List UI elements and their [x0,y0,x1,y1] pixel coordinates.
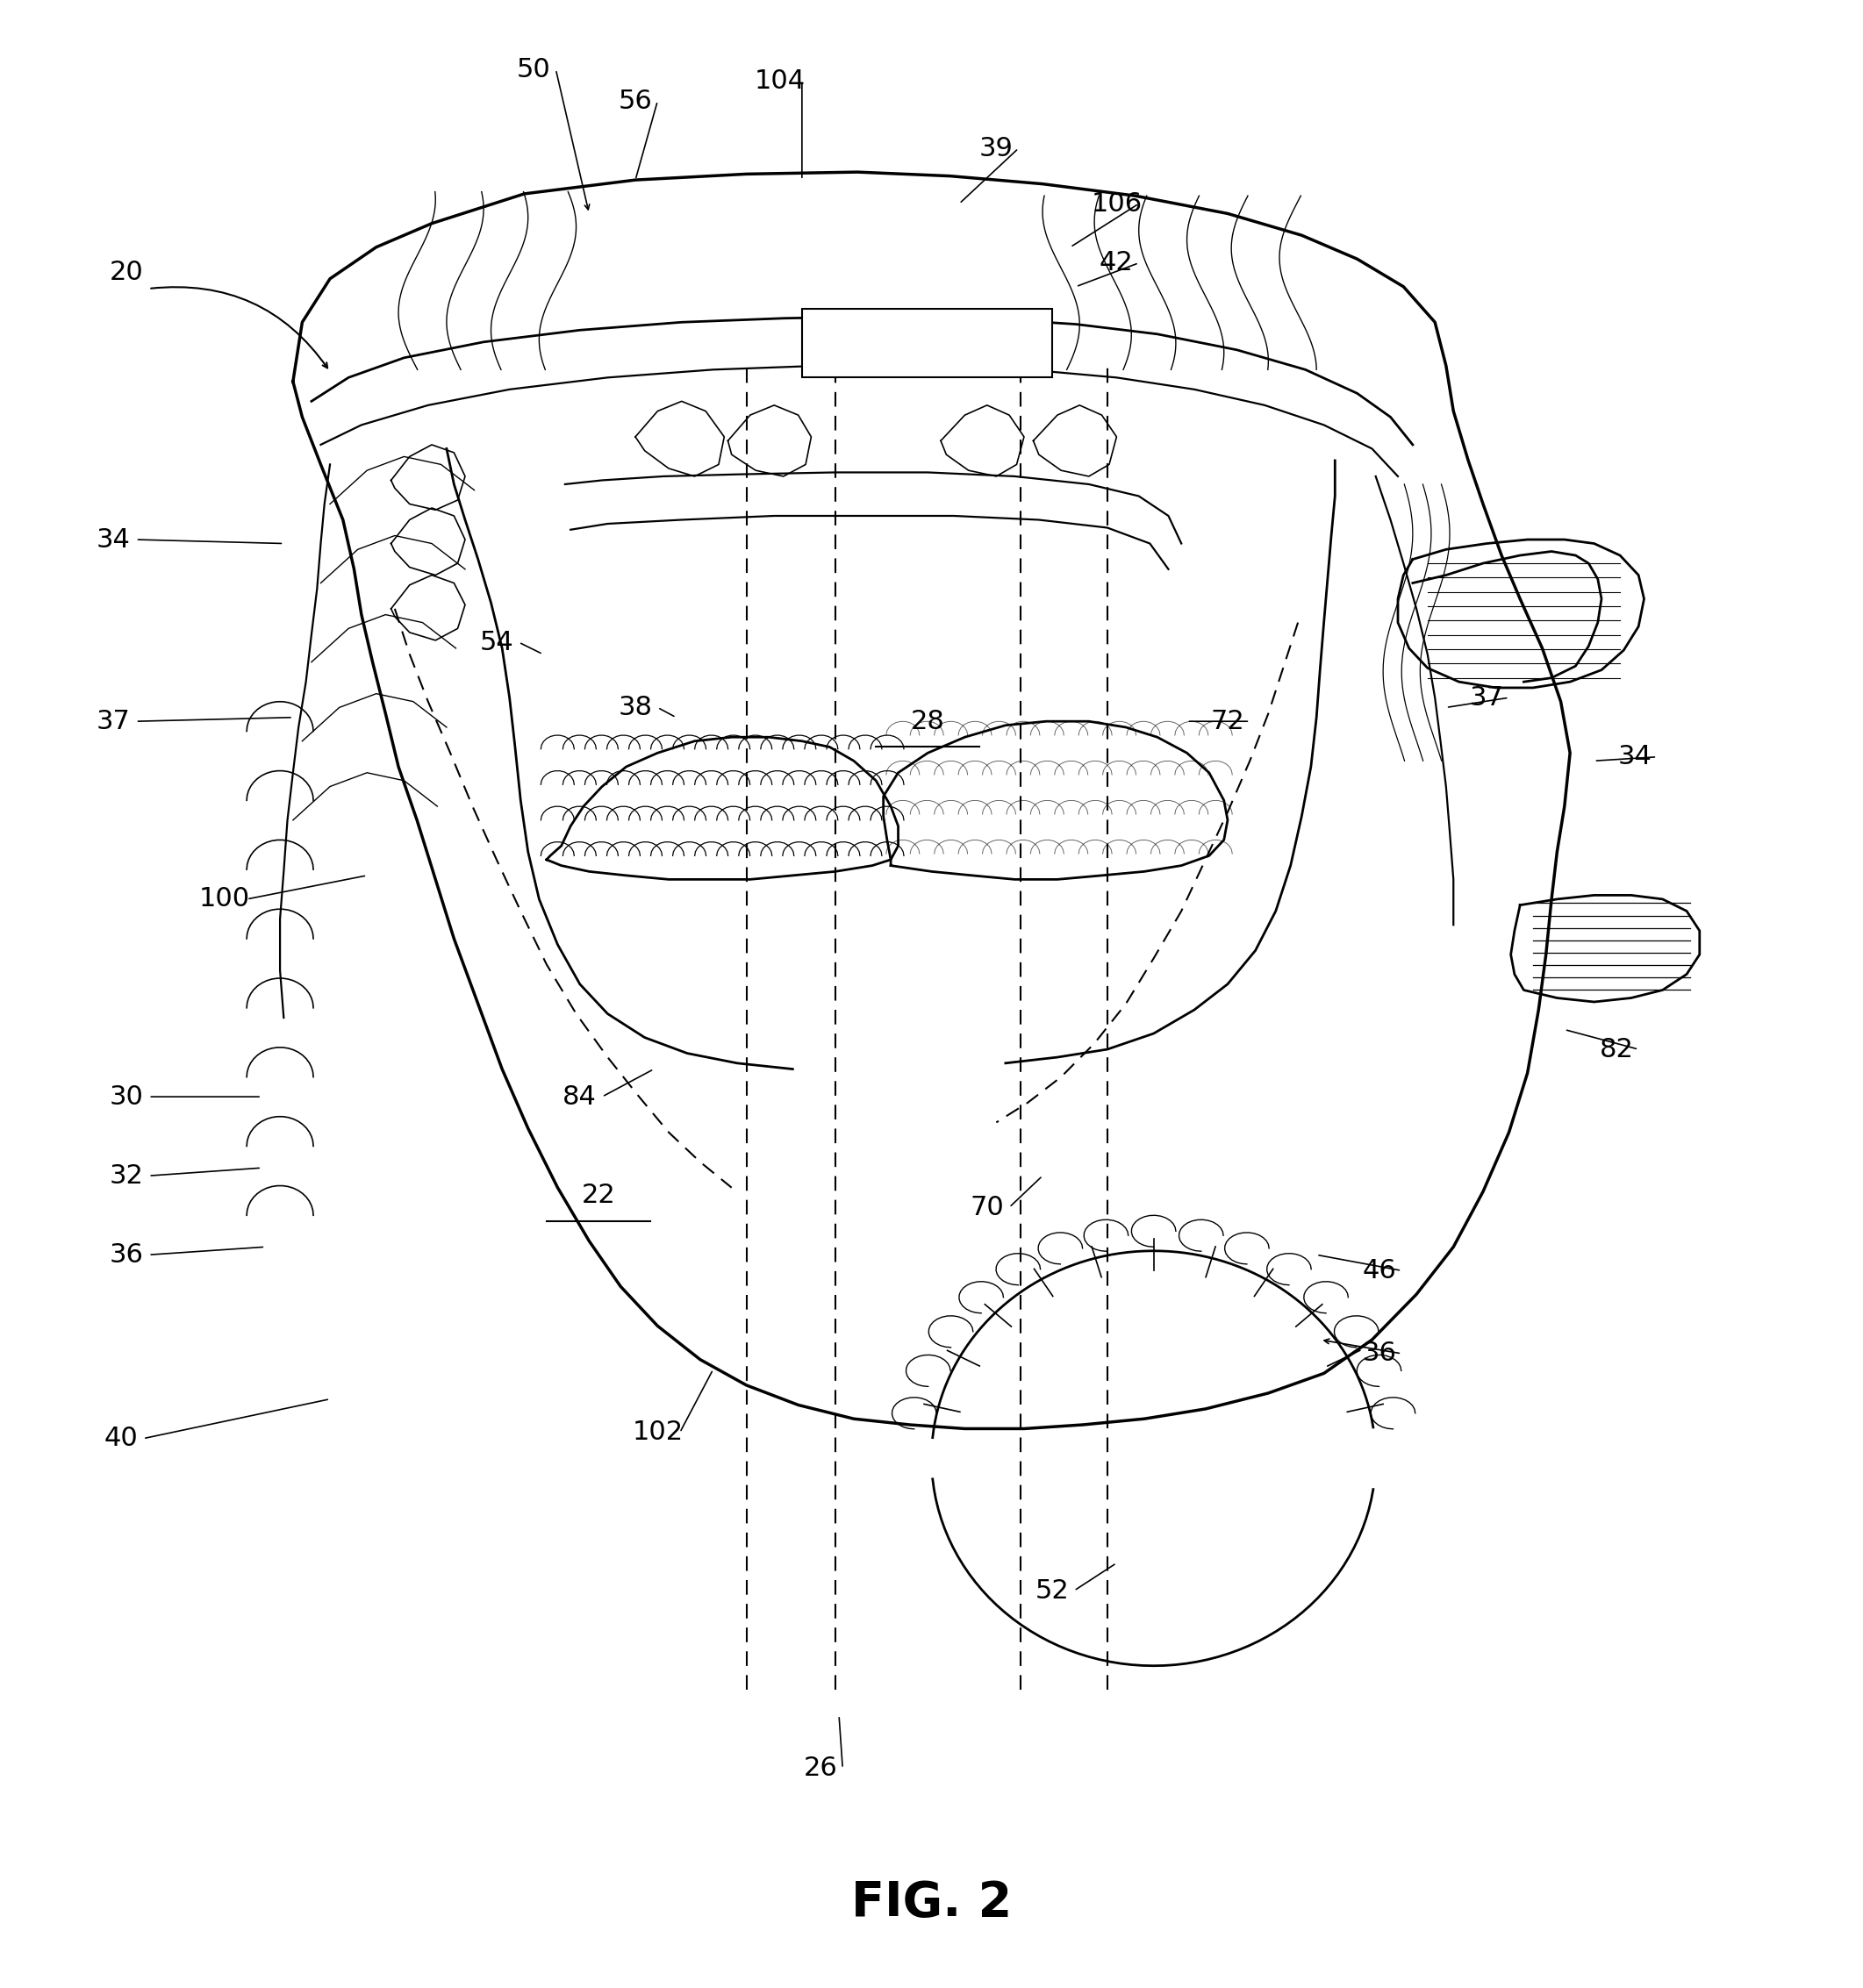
Bar [801,308,1053,378]
Text: 50: 50 [516,56,551,82]
Text: 46: 46 [1362,1258,1397,1284]
Text: FIG. 2: FIG. 2 [851,1879,1012,1926]
Text: 39: 39 [980,135,1013,161]
Text: 28: 28 [911,708,945,734]
Text: 70: 70 [971,1195,1004,1221]
Text: 40: 40 [104,1425,138,1451]
Text: 104: 104 [755,68,805,93]
Text: 32: 32 [110,1163,143,1189]
Text: 36: 36 [110,1242,143,1268]
Text: 22: 22 [581,1183,615,1209]
Text: 102: 102 [632,1419,684,1445]
Text: 30: 30 [110,1083,143,1109]
Text: 20: 20 [110,260,143,286]
Text: 52: 52 [1034,1578,1069,1604]
Text: 82: 82 [1598,1036,1634,1062]
Text: 106: 106 [1092,191,1142,217]
Text: 42: 42 [1099,250,1133,276]
Text: 34: 34 [1617,744,1652,769]
Text: 72: 72 [1211,708,1244,734]
Text: 56: 56 [619,87,652,113]
Text: 84: 84 [563,1083,596,1109]
Text: 38: 38 [619,694,652,720]
Text: 37: 37 [1470,686,1503,710]
Text: 26: 26 [803,1755,838,1781]
Text: 37: 37 [97,708,130,734]
Text: 34: 34 [97,527,130,553]
Text: 100: 100 [199,887,250,912]
Text: 54: 54 [479,630,514,654]
Text: 36: 36 [1362,1340,1397,1366]
